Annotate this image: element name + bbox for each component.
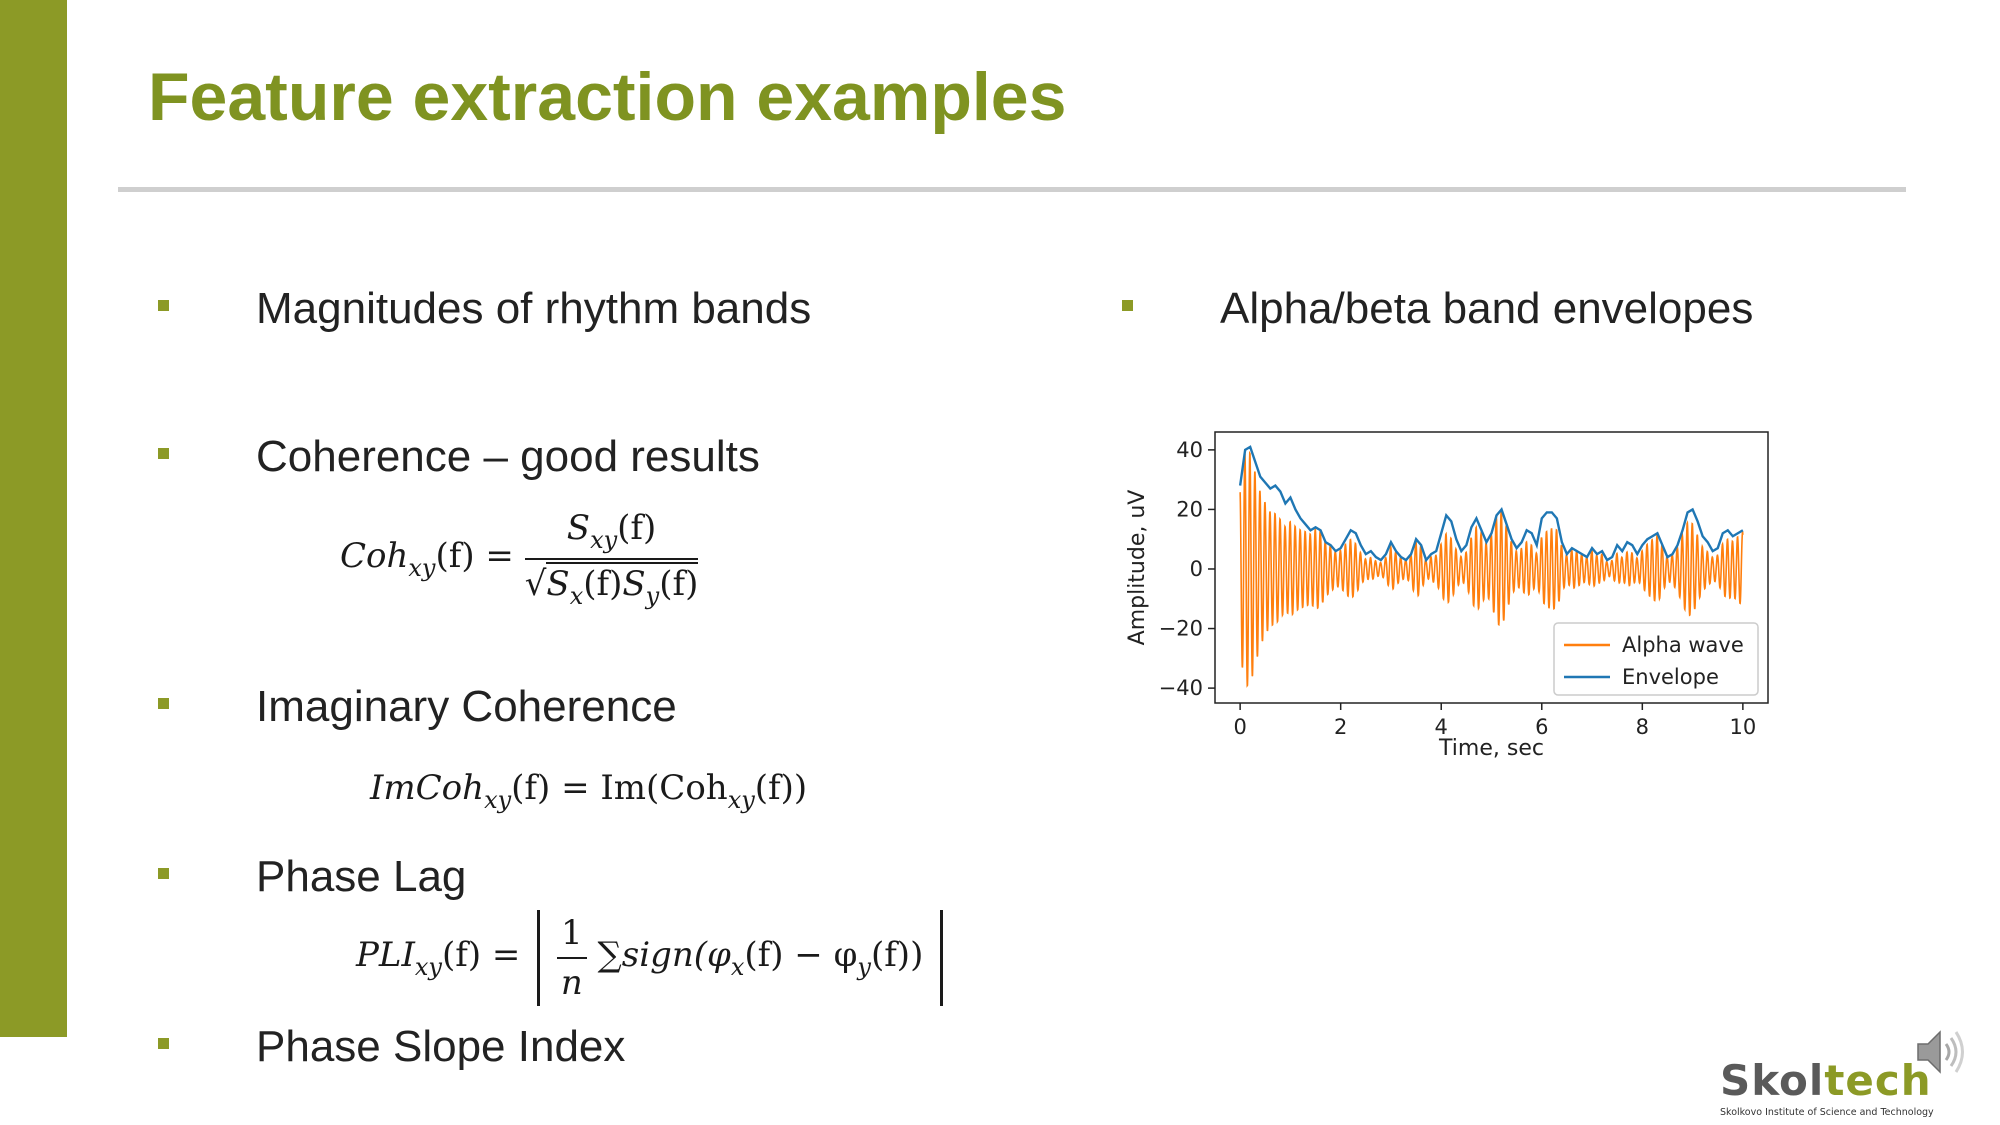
formula-text: S: [622, 564, 646, 604]
y-axis-label: Amplitude, uV: [1125, 490, 1150, 646]
formula-text: S: [546, 564, 570, 604]
fraction-denominator: √Sx(f)Sy(f): [525, 560, 699, 610]
abs-bar-right: [940, 910, 944, 1006]
formula-subscript: xy: [590, 526, 618, 554]
plot-frame: [1214, 431, 1769, 704]
bullet-square-icon: [158, 448, 169, 459]
imaginary-coherence-formula: ImCohxy(f) = Im(Cohxy(f)): [370, 768, 807, 814]
series-envelope: [1238, 445, 1744, 563]
title-divider: [118, 187, 1906, 192]
formula-text: S: [566, 508, 591, 548]
formula-subscript: y: [857, 953, 871, 981]
formula-text: PLI: [356, 935, 415, 975]
formula-text: (f): [659, 564, 699, 604]
logo-wordmark: Skoltech: [1720, 1056, 1934, 1105]
bullet-label: Magnitudes of rhythm bands: [256, 284, 812, 333]
formula-text: (f) =: [441, 935, 521, 975]
formula-subscript: xy: [484, 786, 512, 814]
x-tick-label: 6: [1535, 715, 1548, 739]
formula-text: (f): [617, 508, 657, 548]
bullet-label: Phase Lag: [256, 852, 467, 901]
accent-sidebar: [0, 0, 67, 1037]
x-tick-label: 0: [1233, 715, 1246, 739]
fraction: 1 n: [557, 913, 587, 1003]
bullet-label: Coherence – good results: [256, 432, 760, 481]
plot-area: [1238, 445, 1744, 688]
bullet-square-icon: [158, 1038, 169, 1049]
bullet-label: Alpha/beta band envelopes: [1220, 284, 1754, 333]
axes: 0 2 4 6 8 10 40 20 0 −20 −40: [1159, 431, 1769, 739]
x-tick-label: 2: [1334, 715, 1347, 739]
envelope-chart: 0 2 4 6 8 10 40 20 0 −20 −40 Time, sec Amplitude, …: [1125, 431, 1769, 760]
formula-subscript: x: [730, 953, 745, 981]
y-tick-label: 20: [1176, 497, 1203, 521]
formula-text: (f) − φ: [744, 935, 858, 975]
x-tick-label: 4: [1435, 715, 1448, 739]
legend: Alpha wave Envelope: [1553, 622, 1759, 696]
formula-text: (f) =: [435, 536, 514, 576]
formula-subscript: xy: [408, 554, 436, 582]
x-axis-label: Time, sec: [1438, 736, 1544, 760]
bullet-square-icon: [158, 698, 169, 709]
speaker-icon[interactable]: [1910, 1022, 1970, 1082]
formula-text: (f)): [870, 935, 924, 975]
y-tick-label: 40: [1176, 438, 1203, 462]
logo-wordmark-part: Skol: [1720, 1056, 1825, 1105]
logo-wordmark-part: tech: [1824, 1056, 1932, 1105]
bullet-square-icon: [158, 300, 169, 311]
formula-text: (f): [583, 564, 623, 604]
x-tick-label: 8: [1636, 715, 1649, 739]
fraction-numerator: Sxy(f): [524, 508, 699, 560]
formula-text: Coh: [340, 536, 409, 576]
legend-label-envelope: Envelope: [1622, 665, 1719, 689]
fraction-numerator: 1: [557, 913, 587, 959]
formula-subscript: x: [569, 582, 584, 610]
bullet-square-icon: [158, 868, 169, 879]
y-tick-label: −40: [1159, 676, 1203, 700]
phase-lag-formula: PLIxy(f) = 1 n ∑sign(φx(f) − φy(f)): [356, 910, 949, 1006]
formula-text: (f) = Im(Coh: [511, 768, 728, 808]
formula-text: ImCoh: [370, 768, 485, 808]
coherence-formula: Cohxy(f) = Sxy(f) √Sx(f)Sy(f): [340, 508, 699, 610]
fraction-denominator: n: [560, 963, 583, 1003]
formula-subscript: xy: [414, 953, 442, 981]
bullet-label: Imaginary Coherence: [256, 682, 677, 731]
legend-label-alpha-wave: Alpha wave: [1622, 633, 1744, 657]
skoltech-logo: Skoltech Skolkovo Institute of Science a…: [1720, 1056, 1934, 1118]
formula-text: (f)): [754, 768, 808, 808]
bullet-label: Phase Slope Index: [256, 1022, 626, 1071]
x-tick-label: 10: [1729, 715, 1756, 739]
slide-title: Feature extraction examples: [148, 59, 1067, 135]
bullet-square-icon: [1122, 300, 1133, 311]
abs-bar-left: [537, 910, 541, 1006]
sqrt-icon: √: [524, 564, 547, 604]
formula-subscript: y: [645, 582, 660, 610]
series-alpha-wave: [1239, 450, 1744, 688]
logo-subtitle: Skolkovo Institute of Science and Techno…: [1720, 1107, 1934, 1118]
y-tick-label: 0: [1190, 557, 1203, 581]
fraction: Sxy(f) √Sx(f)Sy(f): [524, 508, 699, 610]
y-tick-label: −20: [1159, 617, 1203, 641]
formula-text: ∑sign(φ: [597, 935, 731, 975]
formula-subscript: xy: [727, 786, 755, 814]
